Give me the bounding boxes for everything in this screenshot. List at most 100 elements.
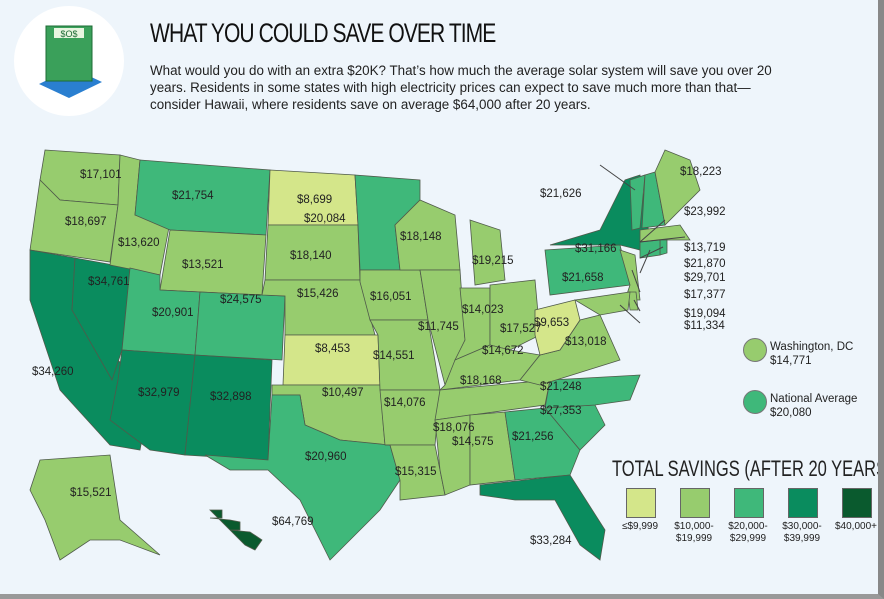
state-value-ny: $31,166 [575, 243, 617, 255]
state-value-in: $14,023 [462, 304, 504, 316]
state-value-va: $13,018 [565, 336, 607, 348]
legend-label-line2: $29,999 [729, 533, 767, 544]
state-ga [504, 407, 581, 481]
state-md [573, 291, 631, 316]
state-value-nh: $23,992 [684, 206, 726, 218]
state-value-il: $11,745 [418, 321, 459, 333]
leader-line-ma [639, 236, 686, 243]
national-average-marker [743, 390, 767, 414]
legend-label-line1: $40,000+ [835, 521, 877, 532]
legend-label-line1: $10,000- [674, 521, 714, 532]
legend-swatch [734, 488, 764, 518]
state-value-nc: $21,248 [540, 381, 582, 393]
leader-line-md [619, 304, 641, 324]
state-value-hi: $64,769 [272, 516, 314, 528]
dc-info: Washington, DC $14,771 [770, 340, 853, 368]
state-value-ne: $15,426 [297, 288, 339, 300]
state-value-nd: $8,699 [297, 194, 332, 206]
dc-value: $14,771 [770, 355, 812, 367]
state-nm [184, 354, 273, 461]
state-value-md: $11,334 [684, 320, 725, 332]
state-ct [639, 239, 661, 259]
state-value-wy: $13,521 [182, 259, 224, 271]
state-value-fl: $33,284 [530, 535, 572, 547]
leader-line-nj [631, 269, 641, 293]
state-co [194, 291, 286, 361]
state-value-or: $18,697 [65, 216, 107, 228]
state-value-la: $15,315 [395, 466, 437, 478]
state-value-pa: $21,658 [562, 272, 604, 284]
leader-line-vt [599, 164, 636, 191]
legend-label-line2: $39,999 [783, 533, 821, 544]
state-value-ar: $14,076 [384, 397, 426, 409]
legend-label-line1: $30,000- [782, 521, 822, 532]
state-value-ia: $16,051 [370, 291, 412, 303]
state-value-tn: $18,168 [460, 375, 502, 387]
state-de [627, 291, 639, 311]
legend-label-line2: $19,999 [675, 533, 713, 544]
state-value-nj: $17,377 [684, 289, 726, 301]
state-ky [438, 344, 541, 391]
svg-text:$O$: $O$ [60, 29, 77, 39]
national-average-label: National Average [770, 393, 858, 405]
state-mi [469, 219, 506, 286]
state-value-id: $13,620 [118, 237, 160, 249]
leader-line-nh [639, 219, 666, 243]
state-fl [479, 474, 606, 561]
national-average-value: $20,080 [770, 407, 812, 419]
state-nc [544, 374, 641, 409]
leader-line-ct [639, 249, 651, 274]
state-value-ms: $18,076 [433, 422, 475, 434]
state-value-sc: $27,353 [540, 405, 582, 417]
legend-label: ≤$9,999 [610, 521, 670, 533]
state-value-al: $14,575 [452, 436, 494, 448]
state-ak [29, 454, 161, 561]
leader-line-ri [639, 246, 664, 259]
state-value-ma: $13,719 [684, 242, 726, 254]
legend-label: $30,000- $39,999 [772, 521, 832, 545]
dc-marker [743, 338, 767, 362]
state-tx [204, 394, 401, 561]
legend-label-line1: ≤$9,999 [621, 521, 659, 532]
state-value-wv: $9,653 [534, 317, 569, 329]
state-value-ok: $10,497 [322, 387, 364, 399]
legend-title: TOTAL SAVINGS (AFTER 20 YEARS) [612, 456, 884, 481]
state-value-mi: $19,215 [472, 255, 514, 267]
state-tn [434, 379, 551, 421]
page-title: WHAT YOU COULD SAVE OVER TIME [150, 18, 496, 48]
money-stack-icon: $O$ [14, 6, 124, 116]
state-value-mn: $20,084 [304, 213, 346, 225]
legend-label: $20,000- $29,999 [718, 521, 778, 545]
state-value-mo: $14,551 [373, 350, 415, 362]
state-value-wa: $17,101 [80, 169, 122, 181]
state-value-sd: $18,140 [290, 250, 332, 262]
legend-label: $10,000- $19,999 [664, 521, 724, 545]
state-value-ut: $20,901 [152, 307, 194, 319]
state-ms [434, 414, 471, 496]
state-value-ak: $15,521 [70, 487, 112, 499]
state-value-ca: $34,260 [32, 366, 74, 378]
state-value-vt: $21,626 [540, 188, 582, 200]
legend-label: $40,000+ [826, 521, 878, 533]
state-value-ct: $29,701 [684, 272, 726, 284]
legend-label-line1: $20,000- [728, 521, 768, 532]
state-value-ky: $14,672 [482, 345, 524, 357]
state-oh [489, 279, 541, 351]
leader-line-de [633, 299, 641, 312]
intro-text: What would you do with an extra $20K? Th… [150, 63, 772, 112]
state-value-nm: $32,898 [210, 391, 252, 403]
state-value-ri: $21,870 [684, 258, 726, 270]
state-value-me: $18,223 [680, 166, 722, 178]
state-value-az: $32,979 [138, 387, 180, 399]
state-value-wi: $18,148 [400, 231, 442, 243]
dc-label: Washington, DC [770, 341, 854, 353]
legend-swatch [680, 488, 710, 518]
state-wi [394, 199, 461, 271]
state-value-oh: $17,527 [500, 323, 542, 335]
state-me [654, 149, 701, 226]
state-value-nv: $34,761 [88, 276, 130, 288]
legend-swatch [626, 488, 656, 518]
state-hi [209, 509, 263, 551]
